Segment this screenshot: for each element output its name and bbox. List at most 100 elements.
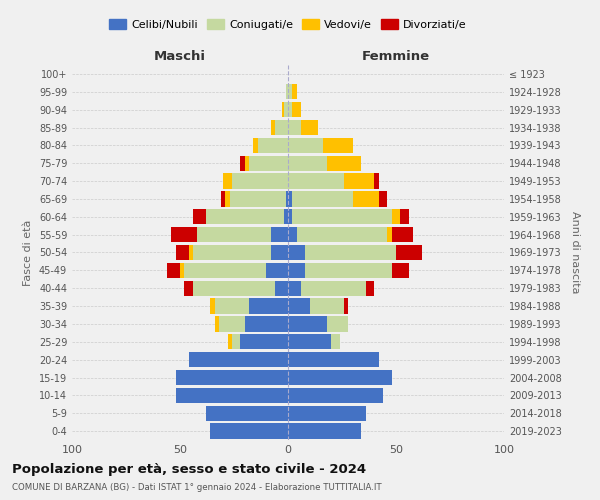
Bar <box>221 192 226 206</box>
Bar <box>241 156 245 171</box>
Bar <box>223 174 232 188</box>
Bar <box>288 334 331 349</box>
Bar <box>184 280 193 296</box>
Bar <box>167 263 180 278</box>
Bar <box>288 388 383 403</box>
Bar <box>288 192 292 206</box>
Bar <box>310 298 344 314</box>
Bar <box>305 263 392 278</box>
Bar <box>188 352 288 367</box>
Bar <box>227 334 232 349</box>
Bar <box>374 174 379 188</box>
Bar <box>288 406 366 421</box>
Bar <box>400 209 409 224</box>
Bar <box>249 156 288 171</box>
Text: COMUNE DI BARZANA (BG) - Dati ISTAT 1° gennaio 2024 - Elaborazione TUTTITALIA.IT: COMUNE DI BARZANA (BG) - Dati ISTAT 1° g… <box>12 484 382 492</box>
Bar <box>288 227 296 242</box>
Bar <box>271 245 288 260</box>
Bar <box>215 316 219 332</box>
Bar <box>288 316 327 332</box>
Bar <box>288 84 292 100</box>
Bar <box>193 245 271 260</box>
Legend: Celibi/Nubili, Coniugati/e, Vedovi/e, Divorziati/e: Celibi/Nubili, Coniugati/e, Vedovi/e, Di… <box>105 14 471 34</box>
Bar <box>184 263 266 278</box>
Bar <box>245 156 249 171</box>
Bar <box>323 138 353 153</box>
Bar <box>286 84 288 100</box>
Bar <box>241 334 288 349</box>
Bar <box>296 227 388 242</box>
Bar <box>226 192 230 206</box>
Bar <box>379 192 388 206</box>
Bar <box>176 370 288 385</box>
Bar <box>266 263 288 278</box>
Bar <box>344 174 374 188</box>
Bar <box>258 138 288 153</box>
Bar <box>288 120 301 135</box>
Bar <box>288 174 344 188</box>
Bar <box>292 84 296 100</box>
Bar <box>366 280 374 296</box>
Bar <box>284 209 288 224</box>
Bar <box>305 245 396 260</box>
Bar <box>392 227 413 242</box>
Bar <box>232 334 241 349</box>
Bar <box>232 174 288 188</box>
Bar <box>288 352 379 367</box>
Bar <box>219 316 245 332</box>
Text: Popolazione per età, sesso e stato civile - 2024: Popolazione per età, sesso e stato civil… <box>12 462 366 475</box>
Bar <box>210 424 288 438</box>
Bar <box>215 298 249 314</box>
Bar <box>288 298 310 314</box>
Bar <box>292 102 301 117</box>
Bar <box>288 263 305 278</box>
Bar <box>188 245 193 260</box>
Bar <box>288 102 292 117</box>
Bar <box>176 388 288 403</box>
Bar <box>206 406 288 421</box>
Bar <box>388 227 392 242</box>
Y-axis label: Fasce di età: Fasce di età <box>23 220 33 286</box>
Bar <box>206 209 284 224</box>
Text: Maschi: Maschi <box>154 50 206 63</box>
Bar <box>301 120 318 135</box>
Bar <box>288 245 305 260</box>
Bar <box>180 263 184 278</box>
Bar <box>197 227 271 242</box>
Bar <box>286 192 288 206</box>
Bar <box>230 192 286 206</box>
Bar <box>210 298 215 314</box>
Bar <box>275 280 288 296</box>
Bar <box>292 192 353 206</box>
Bar <box>281 102 284 117</box>
Bar <box>249 298 288 314</box>
Bar <box>176 245 188 260</box>
Bar <box>331 334 340 349</box>
Bar <box>288 156 327 171</box>
Bar <box>301 280 366 296</box>
Bar <box>271 227 288 242</box>
Bar <box>288 370 392 385</box>
Bar <box>288 424 361 438</box>
Bar <box>245 316 288 332</box>
Bar <box>396 245 422 260</box>
Bar <box>392 263 409 278</box>
Bar <box>288 138 323 153</box>
Bar <box>392 209 400 224</box>
Bar <box>253 138 258 153</box>
Bar <box>172 227 197 242</box>
Bar <box>327 316 349 332</box>
Bar <box>288 280 301 296</box>
Bar <box>353 192 379 206</box>
Bar <box>271 120 275 135</box>
Text: Femmine: Femmine <box>362 50 430 63</box>
Bar <box>288 209 292 224</box>
Y-axis label: Anni di nascita: Anni di nascita <box>570 211 580 294</box>
Bar <box>292 209 392 224</box>
Bar <box>193 209 206 224</box>
Bar <box>327 156 361 171</box>
Bar <box>284 102 288 117</box>
Bar <box>275 120 288 135</box>
Bar <box>344 298 349 314</box>
Bar <box>193 280 275 296</box>
